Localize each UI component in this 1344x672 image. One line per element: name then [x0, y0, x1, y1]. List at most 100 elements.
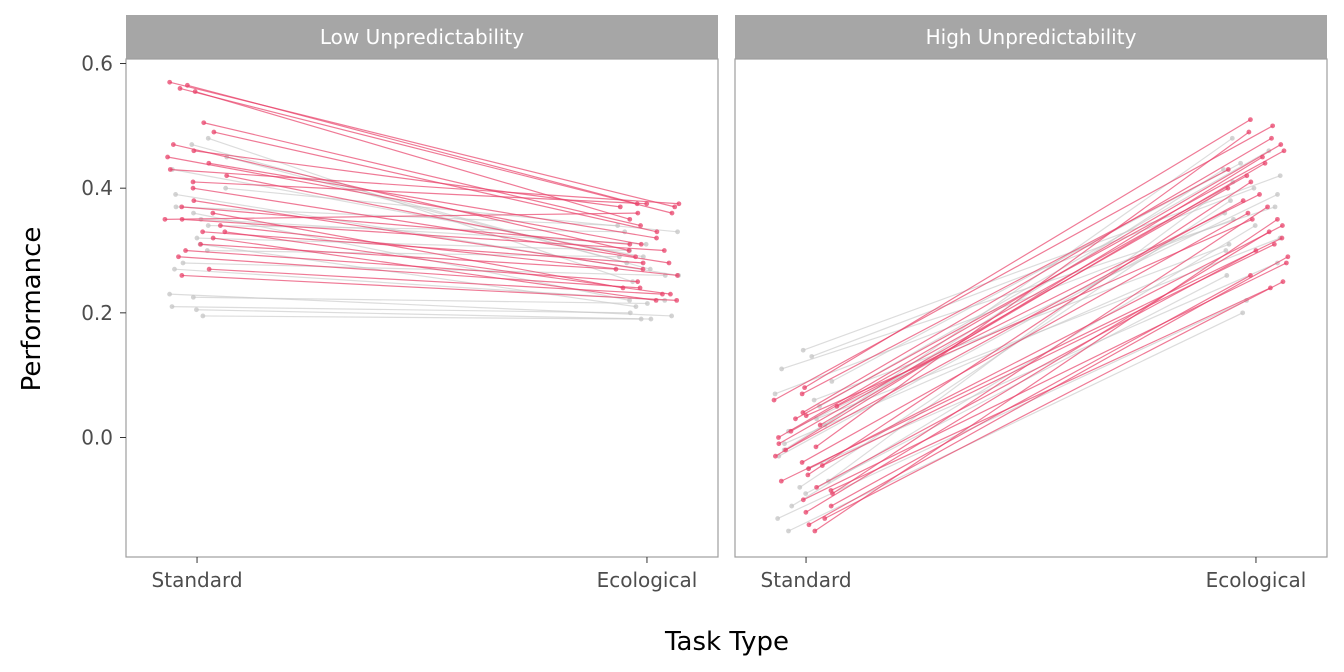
data-point [190, 185, 196, 191]
series-line [208, 224, 625, 233]
data-point [814, 484, 819, 490]
series-line [832, 206, 1268, 495]
data-point [771, 397, 777, 403]
data-point [210, 210, 216, 216]
series-line [200, 243, 636, 308]
data-point [812, 528, 818, 534]
data-point [640, 254, 646, 260]
data-point [1257, 192, 1262, 197]
data-point [786, 528, 791, 534]
data-point [1228, 198, 1233, 204]
series-line [181, 274, 677, 301]
data-point [194, 235, 200, 241]
series-line [805, 231, 1270, 513]
data-point [638, 223, 643, 228]
data-point [1280, 223, 1285, 228]
data-point [1272, 204, 1278, 210]
data-point [772, 391, 778, 397]
series-line [774, 218, 1234, 395]
data-point [1252, 223, 1258, 228]
series-line [169, 81, 675, 208]
data-point [1245, 210, 1251, 216]
series-line [773, 125, 1273, 401]
data-point [1275, 216, 1280, 222]
data-point [190, 294, 196, 300]
x-axis-title: Task Type [664, 627, 789, 657]
facet-label: High Unpredictability [926, 25, 1137, 49]
series-line [815, 131, 1250, 448]
data-point [167, 291, 172, 297]
data-point [806, 522, 812, 528]
data-point [672, 204, 678, 210]
data-point [191, 148, 197, 154]
series-line [200, 243, 617, 270]
series-line [196, 237, 630, 252]
data-point [660, 291, 665, 297]
data-point [191, 210, 196, 216]
data-point [211, 129, 217, 135]
data-point [1225, 185, 1231, 191]
data-point [1266, 229, 1272, 235]
data-point [176, 254, 181, 260]
data-point [217, 223, 223, 228]
data-point [177, 86, 183, 91]
data-point [1246, 129, 1252, 135]
series-line [805, 218, 1253, 417]
data-point [180, 260, 186, 266]
data-point [640, 266, 646, 272]
series-line [224, 231, 671, 295]
series-line [170, 168, 679, 205]
series-line [192, 181, 647, 205]
data-point [1269, 135, 1274, 141]
series-line [181, 206, 630, 245]
data-point [626, 248, 632, 253]
data-point [613, 266, 619, 272]
data-point [1285, 254, 1291, 260]
data-point [224, 173, 230, 179]
data-point [1244, 173, 1250, 179]
data-point [813, 444, 819, 450]
series-line [830, 287, 1271, 492]
data-point [1248, 117, 1253, 123]
y-tick-label: 0.2 [81, 301, 113, 325]
data-point [162, 216, 168, 222]
data-point [206, 160, 212, 166]
data-point [627, 216, 633, 222]
data-point [644, 301, 650, 306]
data-point [169, 304, 175, 310]
data-point [205, 135, 211, 141]
y-tick-label: 0.6 [81, 52, 113, 76]
data-point [797, 484, 803, 490]
data-point [1283, 260, 1289, 266]
series-line [171, 306, 631, 314]
data-point [1253, 248, 1259, 253]
x-tick-label: Standard [761, 568, 852, 592]
data-point [633, 304, 639, 310]
series-line [185, 249, 638, 283]
y-tick-label: 0.4 [81, 176, 113, 200]
data-point [822, 516, 828, 521]
data-point [1281, 148, 1287, 154]
series-line [213, 131, 658, 233]
data-point [173, 204, 179, 210]
data-point [194, 307, 199, 313]
data-point [811, 397, 817, 403]
data-point [829, 379, 835, 384]
plot-frame [734, 58, 1328, 558]
data-point [828, 503, 834, 509]
y-axis: 0.0 0.2 0.4 0.6 [81, 52, 126, 450]
data-point [170, 142, 176, 147]
data-point [1260, 154, 1265, 160]
y-axis-title: Performance [17, 227, 47, 392]
data-point [198, 241, 203, 247]
data-point [674, 297, 680, 303]
data-point [800, 497, 806, 503]
data-point [167, 167, 173, 172]
data-point [776, 435, 781, 440]
data-point [190, 179, 196, 185]
data-point [1278, 142, 1284, 147]
data-point [776, 441, 782, 447]
data-point [802, 385, 808, 391]
